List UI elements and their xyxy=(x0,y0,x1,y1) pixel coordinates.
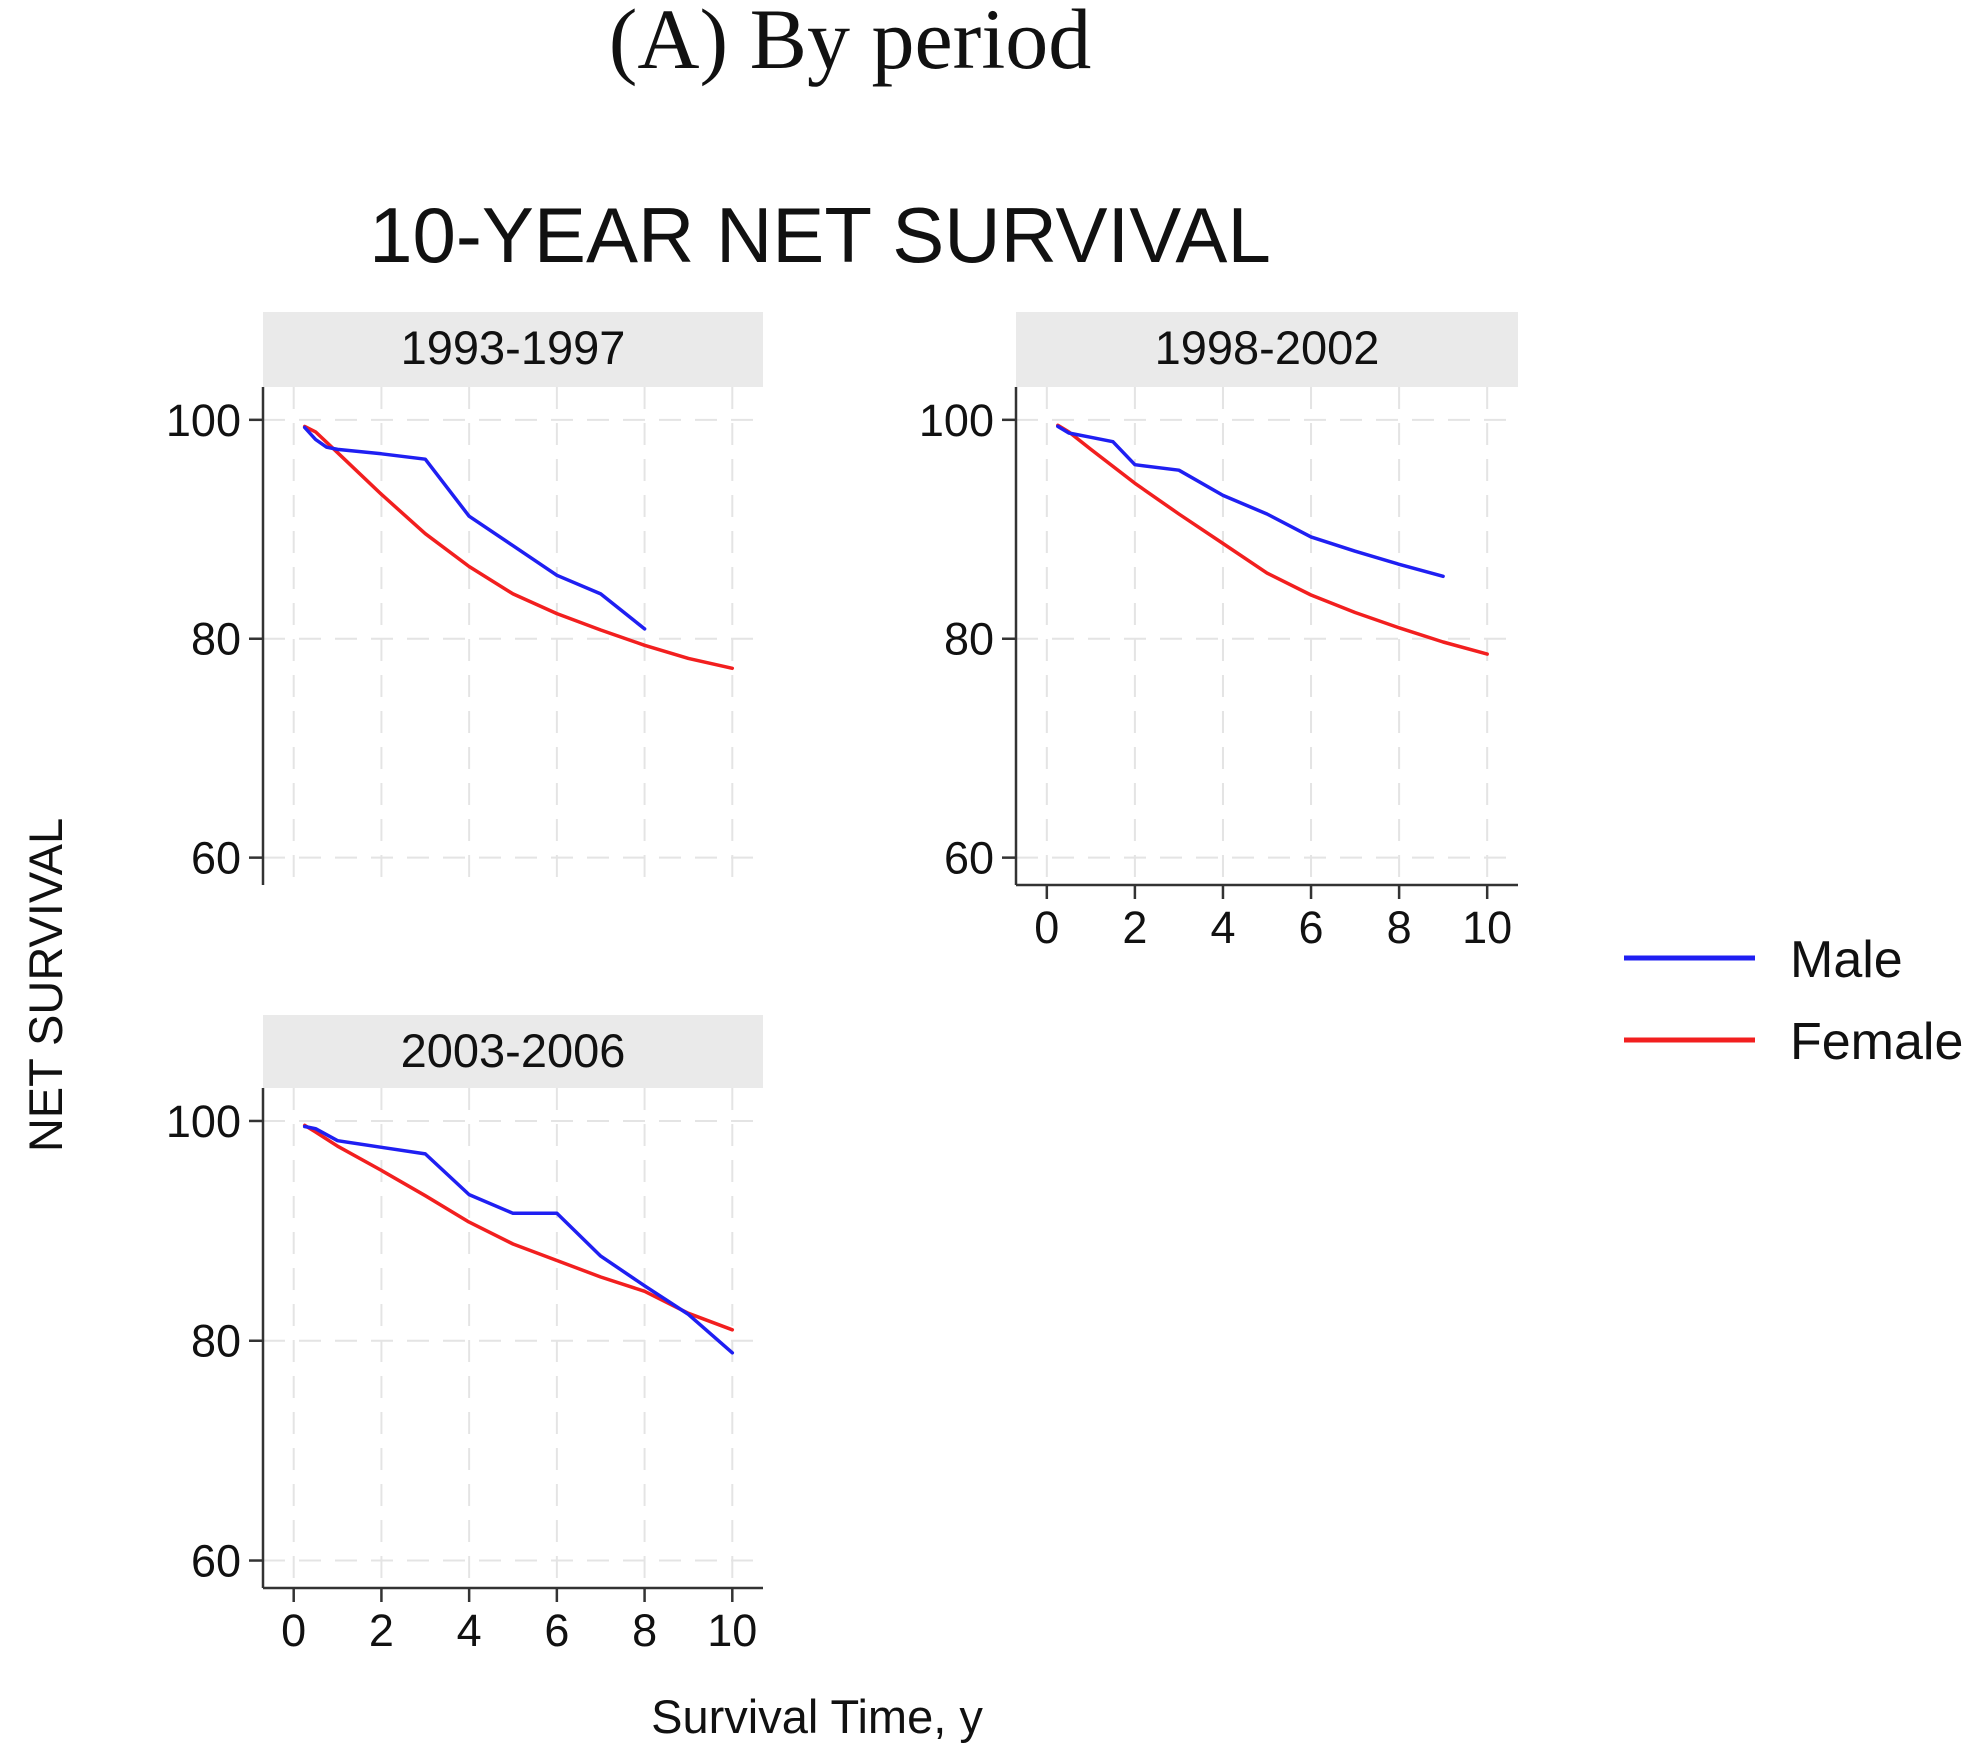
series-line-female xyxy=(1056,423,1489,656)
x-axis-title: Survival Time, y xyxy=(651,1690,983,1743)
y-tick-label: 80 xyxy=(191,614,241,665)
panel-strip xyxy=(263,1015,763,1088)
legend-label-male: Male xyxy=(1790,931,1903,989)
series-line-male xyxy=(302,1124,735,1355)
x-tick-label: 8 xyxy=(1387,902,1412,953)
x-tick-label: 4 xyxy=(457,1605,482,1656)
panel-strip xyxy=(1016,312,1518,387)
panel-strip xyxy=(263,312,763,387)
panel-strip-label: 1993-1997 xyxy=(401,321,626,374)
y-tick-label: 80 xyxy=(191,1316,241,1367)
y-tick-label: 100 xyxy=(919,395,994,446)
x-tick-label: 8 xyxy=(632,1605,657,1656)
panel-1993-1997: 1993-1997 60 80 100 xyxy=(166,312,763,885)
y-tick-label: 60 xyxy=(191,833,241,884)
panel-1998-2002: 1998-2002 60 80 100 0 2 4 6 8 10 xyxy=(919,312,1518,953)
chart-title: 10-YEAR NET SURVIVAL xyxy=(369,191,1271,279)
x-tick-label: 2 xyxy=(1122,902,1147,953)
y-tick-label: 100 xyxy=(166,1096,241,1147)
y-tick-label: 80 xyxy=(944,614,994,665)
legend-label-female: Female xyxy=(1790,1013,1963,1071)
x-tick-label: 10 xyxy=(707,1605,757,1656)
x-tick-label: 4 xyxy=(1210,902,1235,953)
series-line-female xyxy=(302,1123,735,1332)
x-tick-label: 6 xyxy=(544,1605,569,1656)
panel-strip-label: 2003-2006 xyxy=(401,1024,626,1077)
x-tick-label: 2 xyxy=(369,1605,394,1656)
x-tick-label: 0 xyxy=(1034,902,1059,953)
y-axis-title: NET SURVIVAL xyxy=(19,818,72,1152)
y-tick-label: 60 xyxy=(944,833,994,884)
y-tick-label: 100 xyxy=(166,395,241,446)
figure-caption: (A) By period xyxy=(609,0,1091,87)
panel-2003-2006: 2003-2006 60 80 100 0 2 4 6 8 10 xyxy=(166,1015,763,1656)
series-line-male xyxy=(1056,424,1445,579)
legend: Male Female xyxy=(1624,931,1963,1071)
panel-strip-label: 1998-2002 xyxy=(1155,321,1380,374)
y-tick-label: 60 xyxy=(191,1536,241,1587)
x-tick-label: 0 xyxy=(281,1605,306,1656)
series-line-male xyxy=(302,425,647,631)
x-tick-label: 6 xyxy=(1299,902,1324,953)
x-tick-label: 10 xyxy=(1462,902,1512,953)
